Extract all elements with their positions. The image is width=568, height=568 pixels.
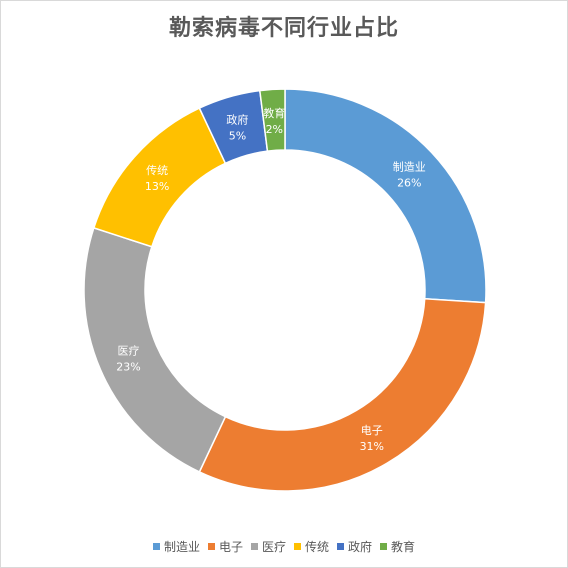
legend-label: 制造业 [163, 540, 200, 554]
slice-category-label: 医疗 [118, 344, 140, 358]
legend-swatch [152, 543, 160, 550]
legend-label: 电子 [218, 540, 243, 554]
legend-swatch [207, 543, 215, 550]
legend-item: 传统 [294, 538, 329, 555]
donut-slice [198, 297, 487, 492]
legend-item: 政府 [337, 538, 372, 555]
slice-value-label: 31% [360, 440, 384, 453]
donut-slice [284, 88, 487, 304]
slice-value-label: 2% [266, 123, 283, 136]
donut-slice [92, 107, 227, 248]
slice-category-label: 电子 [361, 424, 383, 437]
labels-group: 制造业 26% 电子 31% 医疗 23% 传统 13% 政府 5% 教育 2% [116, 106, 425, 453]
legend-swatch [337, 543, 345, 550]
legend-label: 教育 [391, 540, 416, 554]
legend-swatch [294, 543, 301, 550]
legend-item: 制造业 [152, 538, 200, 555]
legend-item: 医疗 [250, 538, 286, 555]
legend: 制造业 电子 医疗 传统 政府 教育 [0, 538, 568, 555]
slice-category-label: 传统 [146, 164, 168, 177]
legend-item: 电子 [207, 538, 243, 555]
slice-value-label: 23% [116, 361, 140, 374]
legend-swatch [250, 543, 258, 550]
donut-slice [258, 88, 286, 152]
chart-title: 勒索病毒不同行业占比 [168, 16, 399, 41]
legend-label: 传统 [305, 540, 330, 554]
slice-category-label: 制造业 [393, 159, 426, 173]
legend-label: 政府 [348, 540, 373, 554]
slices-group [83, 88, 487, 492]
slice-value-label: 26% [397, 176, 421, 189]
slice-value-label: 5% [229, 129, 246, 142]
slice-value-label: 13% [145, 180, 169, 193]
donut-slice [83, 226, 227, 473]
legend-swatch [380, 543, 388, 550]
slice-category-label: 政府 [226, 112, 248, 126]
legend-label: 医疗 [261, 540, 286, 554]
legend-item: 教育 [380, 538, 415, 555]
slice-category-label: 教育 [263, 106, 285, 120]
